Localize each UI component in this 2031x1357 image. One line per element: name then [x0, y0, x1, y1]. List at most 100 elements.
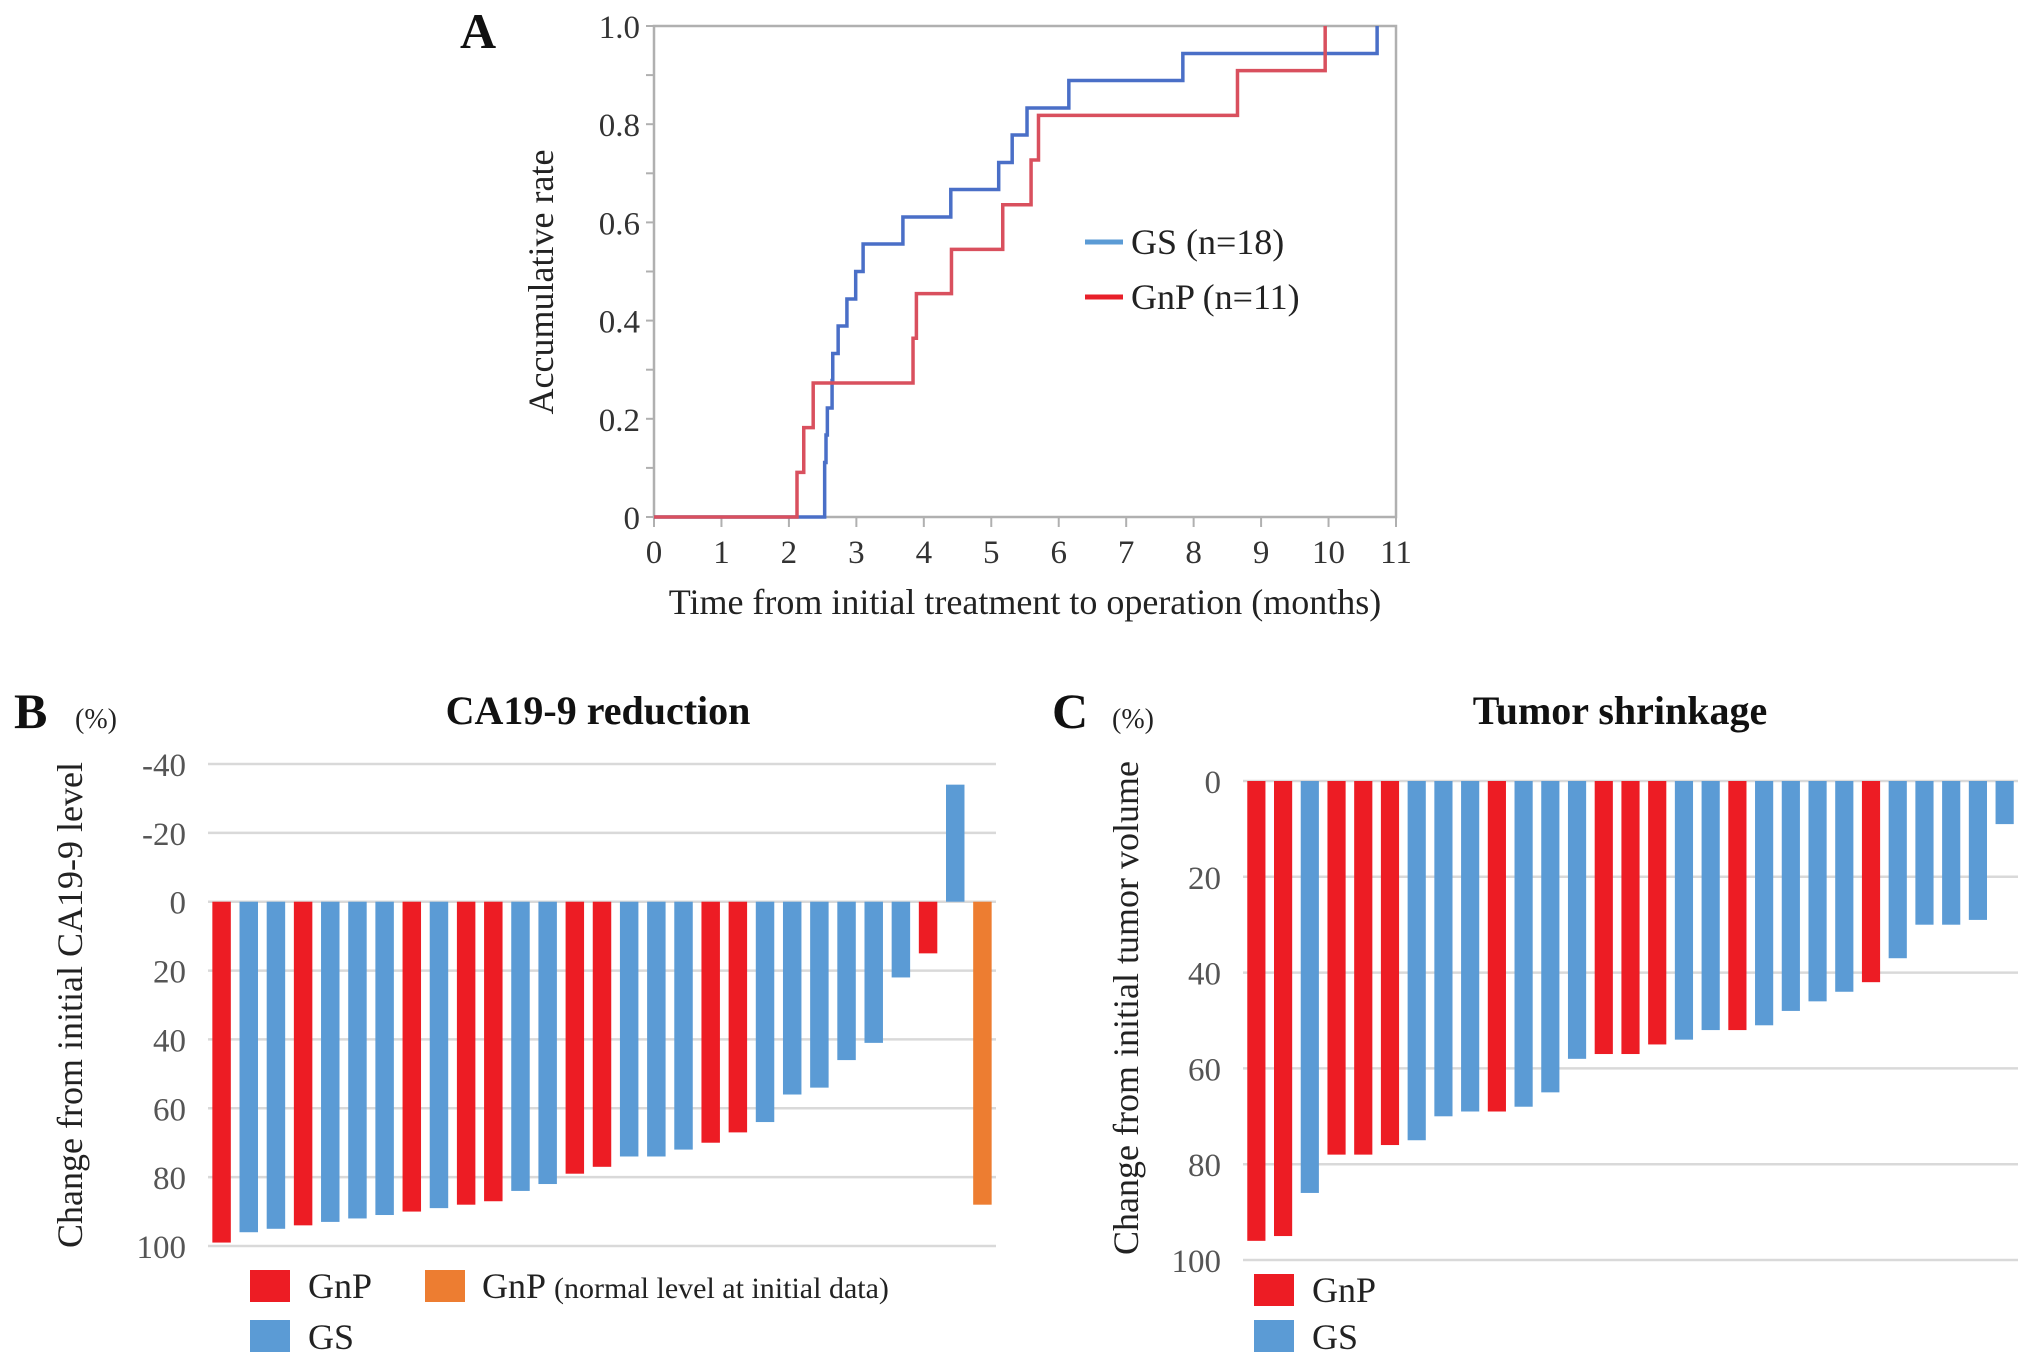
- x-tick-label: 3: [848, 535, 865, 571]
- bar-gs: [1701, 781, 1720, 1031]
- bar-gs: [538, 901, 557, 1185]
- y-tick-label: 0.8: [599, 108, 640, 144]
- bar-gs: [1407, 781, 1426, 1141]
- bar-gnp: [1354, 781, 1373, 1155]
- panel-b-y-axis-title: Change from initial CA19-9 level: [50, 762, 90, 1248]
- legend-label-gs: GS: [308, 1317, 354, 1357]
- x-tick-label: 4: [916, 535, 933, 571]
- bar-gnp: [212, 901, 231, 1243]
- y-tick-label: 80: [153, 1161, 186, 1197]
- x-tick-label: 10: [1312, 535, 1345, 571]
- x-tick-label: 11: [1380, 535, 1412, 571]
- legend-label-gnp: GnP: [308, 1266, 372, 1306]
- y-tick-label: 80: [1188, 1148, 1221, 1184]
- km-curve-gs: [654, 26, 1379, 519]
- y-tick-label: -40: [142, 748, 186, 784]
- bar-gs: [321, 901, 340, 1222]
- bar-gs: [619, 901, 639, 1157]
- y-tick-label: 60: [153, 1092, 186, 1128]
- bar-gnp: [701, 901, 720, 1143]
- bar-gs: [1514, 781, 1533, 1107]
- y-tick-label: 0: [1205, 765, 1222, 801]
- bar-gnp: [1648, 781, 1667, 1045]
- bar-gs: [1915, 781, 1934, 925]
- bar-gs: [755, 901, 775, 1123]
- bar-gs: [1541, 781, 1560, 1093]
- bar-gnp: [456, 901, 476, 1205]
- bar-gs: [1968, 781, 1987, 920]
- panel-a-series: [654, 26, 1379, 519]
- bar-gnp-normal: [973, 901, 992, 1205]
- bar-gnp: [565, 901, 585, 1174]
- legend-label-gnp-normal: GnP (normal level at initial data): [482, 1266, 889, 1306]
- panel-label-b: B: [14, 683, 47, 739]
- bar-gnp: [918, 901, 938, 954]
- x-tick-label: 8: [1185, 535, 1202, 571]
- bar-gs: [239, 901, 258, 1233]
- panel-c-legend: GnP GS: [1254, 1270, 1376, 1357]
- bar-gs: [864, 901, 883, 1043]
- x-tick-label: 1: [713, 535, 730, 571]
- bar-gs: [1781, 781, 1800, 1011]
- bar-gs: [429, 901, 449, 1209]
- bar-gnp: [1327, 781, 1346, 1155]
- legend-label-gnp: GnP (n=11): [1131, 277, 1300, 317]
- legend-label-gs: GS (n=18): [1131, 222, 1284, 262]
- panel-b-legend: GnP GnP (normal level at initial data) GS: [250, 1266, 889, 1357]
- bar-gnp: [1621, 781, 1640, 1055]
- bar-gs: [266, 901, 286, 1229]
- panel-b-unit-label: (%): [75, 704, 117, 735]
- panel-a-km-chart: A 0 1 2 3 4 5 6 7 8 9 10 11 0 0.2 0.4 0.6 0.8 1.0 Accumul…: [460, 3, 1412, 622]
- y-tick-label: -20: [142, 817, 186, 853]
- x-tick-label: 9: [1253, 535, 1270, 571]
- bar-gnp: [728, 901, 748, 1133]
- bar-gs: [1995, 781, 2014, 825]
- legend-label-gnp-normal-main: GnP: [482, 1266, 546, 1306]
- panel-c-title: Tumor shrinkage: [1473, 688, 1768, 733]
- bar-gs: [1808, 781, 1827, 1002]
- panel-a-legend: GS (n=18) GnP (n=11): [1085, 222, 1300, 317]
- bar-gnp: [1380, 781, 1400, 1146]
- bar-gs: [810, 901, 829, 1088]
- legend-swatch-gnp-normal: [425, 1270, 465, 1302]
- bar-gnp: [1861, 781, 1881, 983]
- bar-gnp: [1274, 781, 1293, 1237]
- y-tick-label: 1.0: [599, 10, 640, 46]
- bar-gs: [1674, 781, 1694, 1040]
- panel-b-ca199-waterfall: B (%) CA19-9 reduction Change from initi…: [14, 683, 996, 1357]
- bar-gs: [1835, 781, 1854, 992]
- y-tick-label: 60: [1188, 1052, 1221, 1088]
- legend-swatch-gnp: [1254, 1274, 1294, 1306]
- panel-label-a: A: [460, 3, 496, 59]
- y-tick-label: 40: [153, 1023, 186, 1059]
- panel-b-title: CA19-9 reduction: [446, 688, 751, 733]
- legend-label-gs: GS: [1312, 1317, 1358, 1357]
- panel-c-y-axis-title: Change from initial tumor volume: [1106, 761, 1146, 1255]
- bar-gs: [1300, 781, 1319, 1193]
- panel-a-axes: 0 1 2 3 4 5 6 7 8 9 10 11 0 0.2 0.4 0.6 0.8 1.0: [599, 10, 1412, 571]
- legend-swatch-gnp: [250, 1270, 290, 1302]
- y-tick-label: 0.6: [599, 206, 640, 242]
- legend-label-gnp: GnP: [1312, 1270, 1376, 1310]
- bar-gnp: [1487, 781, 1506, 1112]
- bar-gs: [511, 901, 530, 1191]
- bar-gs: [891, 901, 911, 978]
- bar-gs: [1567, 781, 1587, 1059]
- bar-gs: [946, 784, 965, 902]
- y-tick-label: 100: [137, 1230, 187, 1266]
- bar-gnp: [1728, 781, 1747, 1031]
- x-tick-label: 6: [1050, 535, 1067, 571]
- y-tick-label: 20: [1188, 861, 1221, 897]
- bar-gs: [674, 901, 693, 1150]
- panel-label-c: C: [1052, 683, 1088, 739]
- y-tick-label: 100: [1172, 1244, 1222, 1280]
- km-curve-gnp: [654, 26, 1327, 519]
- bar-gs: [348, 901, 367, 1219]
- y-tick-label: 0: [170, 886, 187, 922]
- bar-gs: [837, 901, 856, 1061]
- bar-gnp: [484, 901, 503, 1202]
- bar-gs: [1755, 781, 1774, 1026]
- y-tick-label: 0.4: [599, 305, 640, 341]
- bar-gs: [375, 901, 394, 1216]
